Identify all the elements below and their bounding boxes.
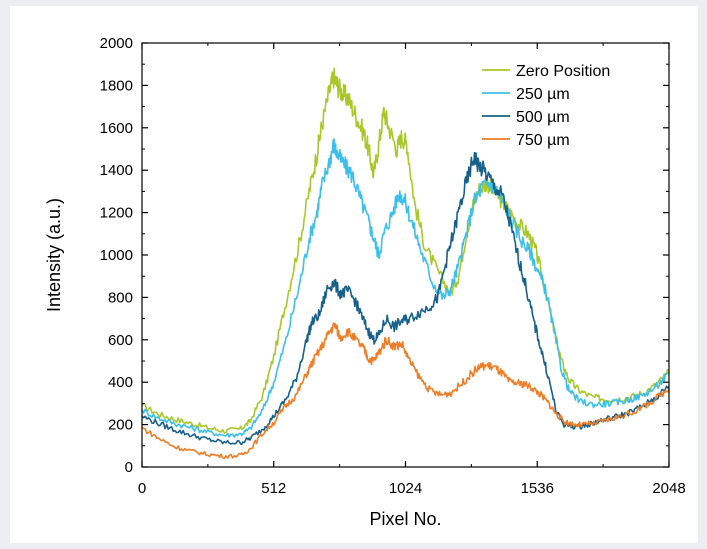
- y-tick-9: 1800: [100, 77, 669, 94]
- x-tick-1: 512: [261, 43, 286, 497]
- y-tick-4: 800: [108, 289, 669, 306]
- legend-label: 250 µm: [516, 86, 570, 103]
- x-tick-label: 1024: [389, 480, 422, 497]
- y-tick-10: 2000: [100, 35, 669, 52]
- y-tick-label: 1000: [100, 247, 133, 264]
- y-tick-label: 600: [108, 332, 133, 349]
- y-tick-7: 1400: [100, 162, 669, 179]
- y-axis-title: Intensity (a.u.): [44, 198, 64, 312]
- y-tick-3: 600: [108, 332, 669, 349]
- y-tick-label: 200: [108, 417, 133, 434]
- x-tick-3: 1536: [521, 43, 554, 497]
- x-tick-label: 0: [138, 480, 146, 497]
- y-tick-1: 200: [108, 417, 669, 434]
- x-tick-label: 512: [261, 480, 286, 497]
- legend-label: 500 µm: [516, 109, 570, 126]
- x-tick-4: 2048: [652, 43, 686, 497]
- x-tick-0: 0: [138, 43, 146, 497]
- y-tick-label: 2000: [100, 35, 133, 52]
- y-tick-label: 1600: [100, 120, 133, 137]
- y-tick-label: 1200: [100, 205, 133, 222]
- y-tick-label: 0: [125, 459, 133, 476]
- y-tick-label: 1400: [100, 162, 133, 179]
- x-axis-title: Pixel No.: [369, 509, 441, 529]
- y-tick-5: 1000: [100, 247, 669, 264]
- y-tick-label: 800: [108, 289, 133, 306]
- legend: Zero Position 250 µm 500 µm 750 µm: [482, 63, 610, 149]
- y-tick-2: 400: [108, 374, 669, 391]
- x-tick-label: 1536: [521, 480, 554, 497]
- series-line-2: [141, 151, 670, 446]
- legend-item-3: 750 µm: [482, 132, 570, 149]
- legend-label: Zero Position: [516, 63, 610, 80]
- y-tick-label: 400: [108, 374, 133, 391]
- x-tick-label: 2048: [652, 480, 685, 497]
- x-tick-2: 1024: [389, 43, 422, 497]
- line-chart: 0 512 1024 1536 2048 0 200 400 600 800 1000 1200 140…: [44, 35, 686, 529]
- legend-item-1: 250 µm: [482, 86, 570, 103]
- axes-layer: 0 512 1024 1536 2048 0 200 400 600 800 1000 1200 140…: [100, 35, 686, 497]
- legend-item-2: 500 µm: [482, 109, 570, 126]
- y-tick-8: 1600: [100, 120, 669, 137]
- y-tick-0: 0: [125, 459, 669, 476]
- series-line-3: [141, 322, 670, 460]
- legend-item-0: Zero Position: [482, 63, 610, 80]
- y-tick-label: 1800: [100, 77, 133, 94]
- chart-card: 0 512 1024 1536 2048 0 200 400 600 800 1000 1200 140…: [10, 6, 698, 543]
- series-line-0: [141, 67, 670, 434]
- y-tick-6: 1200: [100, 205, 669, 222]
- series-line-1: [141, 138, 670, 438]
- series-layer: [141, 67, 670, 460]
- legend-label: 750 µm: [516, 132, 570, 149]
